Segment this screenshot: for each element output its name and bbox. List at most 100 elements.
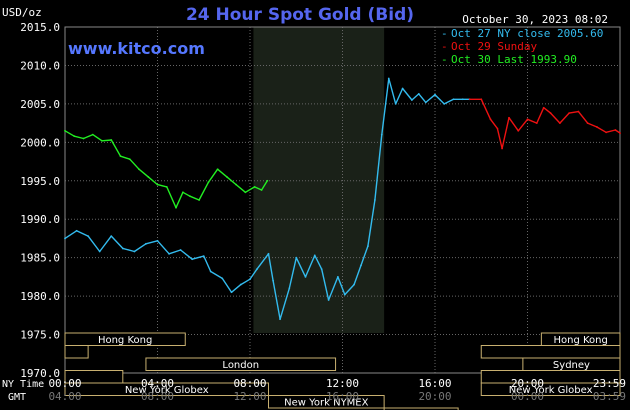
- data-point: [373, 199, 376, 201]
- legend-entry: - Oct 30 Last 1993.90: [441, 53, 577, 66]
- data-point: [605, 131, 608, 134]
- y-tick-label: 2005.0: [20, 98, 60, 111]
- x-tick-label: 20:00: [511, 377, 544, 390]
- data-point: [452, 98, 455, 101]
- data-point: [145, 242, 147, 245]
- ny-session-shade: [253, 27, 385, 333]
- data-point: [558, 122, 561, 125]
- session-label: London: [222, 360, 259, 371]
- data-point: [216, 168, 219, 171]
- data-point: [202, 255, 205, 258]
- data-point: [320, 268, 323, 271]
- gmt-tick-label: 20:00: [418, 390, 451, 403]
- session-label: New York Globex: [125, 385, 209, 396]
- data-point: [138, 168, 140, 171]
- data-point: [256, 268, 258, 271]
- gmt-tick-label: 00:00: [511, 390, 544, 403]
- legend-entry: - Oct 29 Sunday: [441, 40, 537, 53]
- x-tick-label: 04:00: [141, 377, 174, 390]
- data-point: [121, 247, 124, 250]
- data-point: [595, 126, 598, 128]
- data-point: [353, 283, 355, 286]
- legend-marker: -: [441, 27, 448, 40]
- data-point: [508, 116, 510, 119]
- session-box: [64, 332, 186, 346]
- session-label: Hong Kong: [554, 335, 608, 346]
- session-label: Sydney: [553, 360, 590, 371]
- data-point: [336, 275, 339, 278]
- session-box: [383, 407, 459, 410]
- data-point: [461, 98, 464, 101]
- axes: 2015.0 2010.0 2005.0 2000.0 1995.0 1990.0 1985…: [20, 21, 626, 403]
- data-point: [272, 279, 275, 282]
- data-point: [225, 176, 228, 178]
- data-point: [387, 77, 390, 80]
- series-line: [64, 77, 470, 320]
- data-point: [535, 122, 538, 125]
- data-point: [209, 270, 212, 273]
- data-point: [549, 112, 552, 115]
- data-point: [179, 249, 182, 251]
- data-point: [586, 122, 589, 125]
- data-point: [75, 229, 78, 232]
- chart-title: 24 Hour Spot Gold (Bid): [186, 5, 414, 25]
- chart-date: October 30, 2023 08:02: [462, 13, 608, 26]
- ny-time-caption: NY Time: [2, 379, 44, 390]
- x-tick-label: 23:59: [593, 377, 626, 390]
- data-point: [98, 250, 101, 253]
- y-unit-label: USD/oz: [2, 6, 42, 19]
- x-tick-label: 08:00: [233, 377, 266, 390]
- data-point: [424, 101, 427, 104]
- legend-marker: -: [441, 53, 448, 66]
- data-point: [417, 92, 420, 95]
- legend-label: Oct 27 NY close 2005.60: [451, 27, 603, 40]
- legend-label: Oct 30 Last 1993.90: [451, 53, 577, 66]
- data-point: [501, 147, 503, 150]
- y-tick-label: 1970.0: [20, 367, 60, 380]
- data-point: [367, 245, 369, 248]
- data-point: [198, 199, 201, 201]
- data-point: [267, 252, 270, 255]
- gmt-tick-label: 08:00: [141, 390, 174, 403]
- market-sessions: Hong Kong London New York Globex New York N…: [64, 332, 621, 410]
- data-point: [119, 155, 122, 158]
- data-point: [360, 264, 362, 267]
- y-tick-label: 2015.0: [20, 21, 60, 34]
- plot-area: [253, 27, 385, 333]
- price-series: [64, 77, 621, 321]
- session-box: [64, 382, 269, 396]
- data-point: [168, 252, 170, 255]
- data-point: [480, 98, 483, 101]
- data-point: [165, 186, 168, 188]
- session-box: [480, 382, 621, 396]
- series-group: [64, 129, 269, 209]
- series-group: [64, 77, 471, 321]
- data-point: [496, 127, 499, 130]
- data-point: [526, 118, 529, 121]
- gmt-caption: GMT: [8, 392, 26, 403]
- data-point: [221, 277, 224, 280]
- legend-entry: - Oct 27 NY close 2005.60: [441, 27, 603, 40]
- y-tick-label: 1980.0: [20, 290, 60, 303]
- gmt-tick-label: 03:59: [593, 390, 626, 403]
- data-point: [188, 195, 191, 198]
- data-point: [156, 239, 159, 242]
- session-label: Hong Kong: [98, 335, 152, 346]
- data-point: [304, 275, 307, 278]
- session-box: [145, 357, 337, 371]
- legend-label: Oct 29 Sunday: [451, 40, 537, 53]
- data-point: [343, 293, 346, 296]
- data-point: [128, 158, 131, 161]
- data-point: [619, 132, 621, 135]
- y-tick-label: 1985.0: [20, 252, 60, 265]
- legend-marker: -: [441, 40, 448, 53]
- data-point: [87, 235, 90, 238]
- data-point: [568, 112, 571, 115]
- data-point: [73, 135, 76, 138]
- data-point: [110, 139, 113, 141]
- data-point: [133, 250, 136, 253]
- data-point: [577, 110, 580, 113]
- data-point: [517, 129, 520, 132]
- session-label: New York NYMEX: [284, 398, 369, 409]
- data-point: [288, 287, 291, 290]
